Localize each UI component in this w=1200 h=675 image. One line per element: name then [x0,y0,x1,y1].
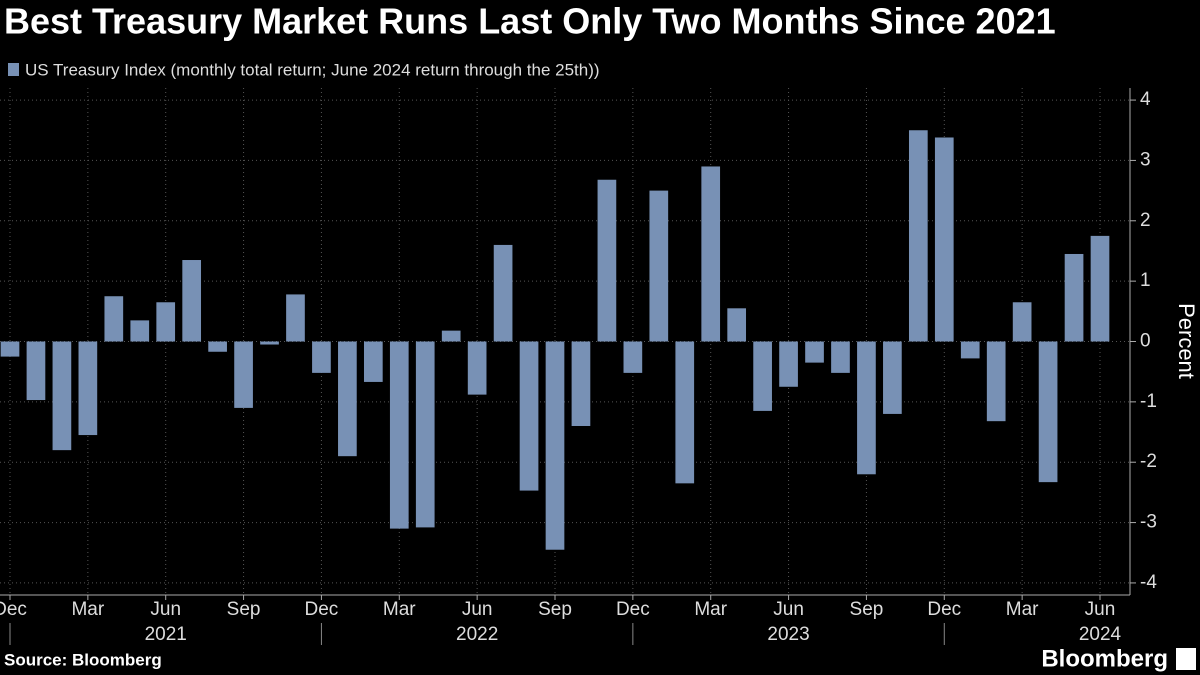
y-tick-label: -1 [1140,391,1157,412]
bar [338,341,357,457]
y-axis-label: Percent [1174,303,1199,379]
y-tick-label: -2 [1140,451,1157,472]
bar [104,296,124,342]
bar [779,341,798,387]
year-label: 2021 [145,624,187,645]
brand-icon [1176,648,1196,670]
bar [675,341,695,484]
y-tick-label: -3 [1140,512,1157,533]
bar [415,341,435,528]
source: Source: Bloomberg [4,650,162,669]
bar [986,341,1006,422]
legend-swatch [8,63,19,76]
bar [467,341,487,395]
bar [78,341,98,436]
bar [960,341,980,359]
year-label: 2022 [456,624,498,645]
bar [1012,302,1032,342]
year-label: 2023 [767,624,809,645]
y-tick-label: 4 [1140,89,1151,110]
bar [312,341,331,373]
bar [1090,235,1110,342]
bar [727,308,747,342]
bar [571,341,591,426]
bar [1064,253,1084,342]
x-tick-label: Jun [462,599,493,620]
bar [908,130,928,342]
bar [234,341,253,408]
y-tick-label: 0 [1140,331,1151,352]
bar [389,341,409,529]
x-tick-label: Dec [616,599,650,620]
brand: Bloomberg [1041,645,1168,672]
legend-label: US Treasury Index (monthly total return;… [25,60,600,79]
x-tick-label: Jun [1085,599,1116,620]
bar [883,341,902,414]
x-tick-label: Jun [150,599,181,620]
x-tick-label: Mar [1006,599,1039,620]
bar [519,341,539,491]
bar [649,190,669,342]
bar [805,341,824,363]
bar [130,320,150,342]
chart-title: Best Treasury Market Runs Last Only Two … [4,1,1056,42]
x-tick-label: Mar [71,599,104,620]
bar [545,341,565,550]
bar [857,341,876,475]
x-tick-label: Dec [927,599,961,620]
bar [753,341,772,411]
y-tick-label: 2 [1140,210,1151,231]
bar [363,341,383,382]
bar [623,341,643,373]
bar [52,341,72,451]
x-tick-label: Sep [538,599,572,620]
bar [441,330,461,342]
x-tick-label: Mar [694,599,727,620]
bar [701,166,721,342]
bar [26,341,46,401]
bar [0,341,20,357]
bar [1038,341,1058,483]
bar [597,179,617,342]
bar [286,294,305,342]
x-tick-label: Sep [850,599,884,620]
x-tick-label: Jun [773,599,804,620]
x-tick-label: Sep [227,599,261,620]
bar [156,302,176,342]
bar [493,244,513,342]
bar [260,341,279,345]
x-tick-label: Mar [383,599,416,620]
y-tick-label: 1 [1140,270,1151,291]
year-label: 2024 [1079,624,1122,645]
bar [831,341,850,373]
y-tick-label: 3 [1140,149,1151,170]
x-tick-label: Dec [305,599,339,620]
bar [208,341,227,352]
bar [182,260,202,342]
bar [934,137,954,342]
y-tick-label: -4 [1140,572,1157,593]
x-tick-label: Dec [0,599,27,620]
